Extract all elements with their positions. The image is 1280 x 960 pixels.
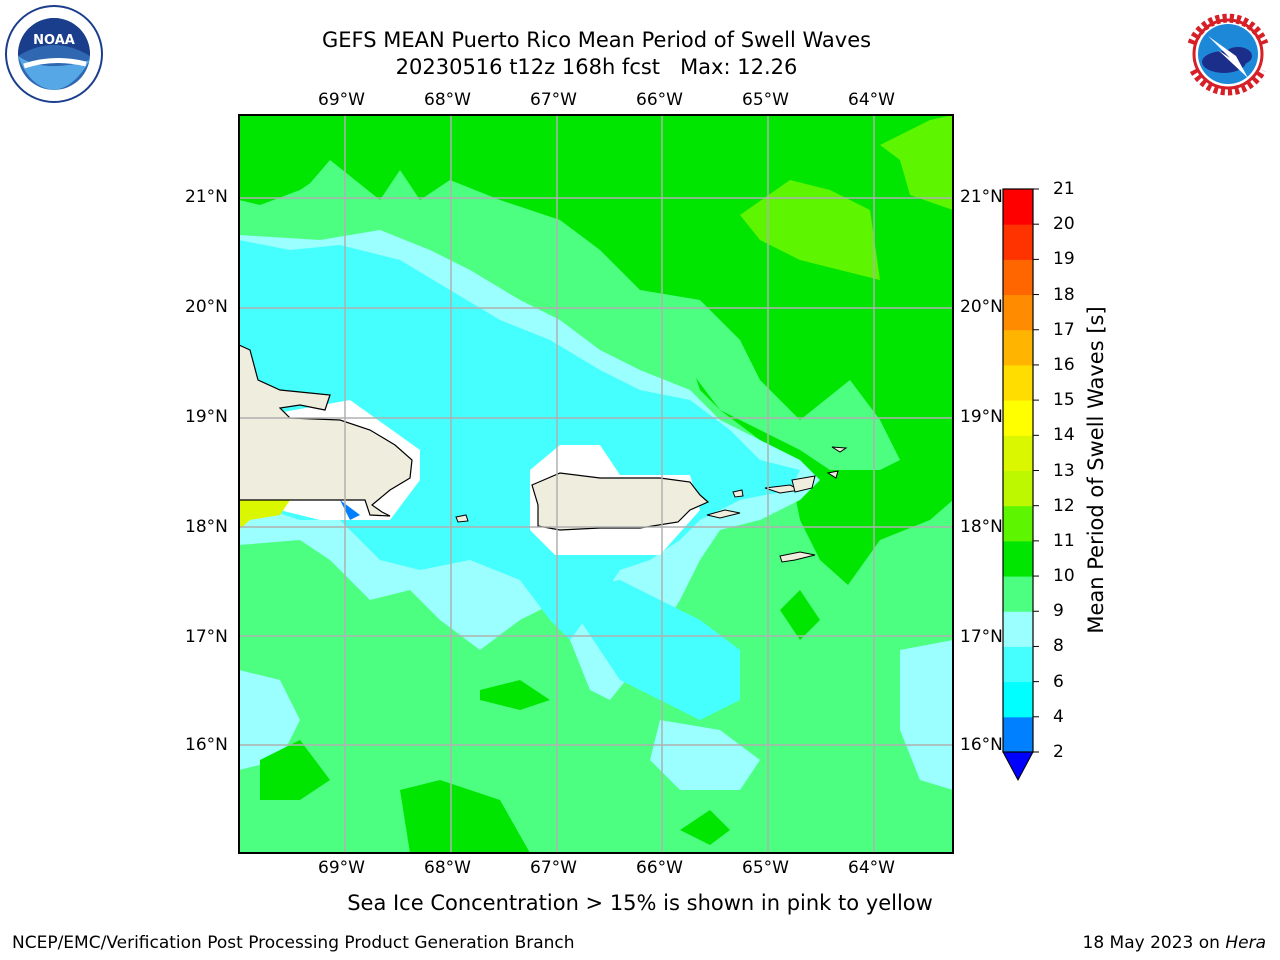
lat-label-left: 17°N [185,627,228,647]
lat-label-left: 20°N [185,297,228,317]
colorbar-segment [1003,294,1033,331]
colorbar-tick-label: 14 [1053,425,1075,446]
producer-credit: NCEP/EMC/Verification Post Processing Pr… [12,933,575,953]
colorbar-segment [1003,540,1033,577]
colorbar-tick-label: 20 [1053,214,1075,235]
colorbar-tick-label: 10 [1053,566,1075,587]
swell-band-10-11-s1 [400,780,530,853]
lon-label-bottom: 65°W [742,858,789,878]
colorbar-segment [1003,716,1033,753]
anegada-island [831,446,848,453]
swell-band-10-11-s2 [260,740,330,800]
colorbar [1002,188,1039,782]
swell-band-8-9-s [650,720,760,790]
virgin-gorda-island [826,470,839,479]
colorbar-segment [1003,505,1033,542]
gridlines [239,115,953,853]
colorbar-tick-label: 8 [1053,636,1064,657]
svg-text:NOAA: NOAA [33,33,75,48]
colorbar-extend-arrow [1002,751,1034,782]
tortola-island [791,475,816,493]
colorbar-segment [1003,400,1033,436]
colorbar-segment [1003,576,1033,612]
swell-band-13-14 [239,500,290,530]
colorbar-segment [1003,189,1033,225]
swell-band-10-11-s4 [780,590,820,640]
map-border [238,114,954,854]
colorbar-tick-label: 18 [1053,284,1075,305]
lon-label-bottom: 64°W [848,858,895,878]
chart-subtitle: 20230516 t12z 168h fcst Max: 12.26 [395,55,798,79]
nws-logo [1180,6,1276,102]
swell-band-10-11-s3 [480,680,550,710]
lat-label-right: 19°N [960,407,1003,427]
host-name: Hera [1225,933,1266,953]
lon-label-top: 64°W [848,90,895,110]
colorbar-tick-label: 19 [1053,249,1075,270]
lon-label-top: 68°W [424,90,471,110]
noaa-logo: NOAA [5,5,103,103]
colorbar-segment [1003,329,1033,366]
colorbar-tick-label: 12 [1053,495,1075,516]
sea-ice-note: Sea Ice Concentration > 15% is shown in … [347,891,933,915]
st-croix-island [779,551,816,563]
lat-label-left: 21°N [185,187,228,207]
colorbar-segment [1003,681,1033,718]
lat-label-right: 16°N [960,735,1003,755]
colorbar-segment [1003,435,1033,471]
swell-band-10-11-s5 [680,810,730,845]
run-date: 18 May 2023 on Hera [1083,932,1267,954]
lon-label-top: 69°W [318,90,365,110]
swell-band-11-12-a [740,180,880,280]
mona-island [455,514,469,523]
lon-label-bottom: 69°W [318,858,365,878]
vieques-island [706,509,741,519]
lon-label-top: 65°W [742,90,789,110]
lat-label-right: 21°N [960,187,1003,207]
lat-label-right: 17°N [960,627,1003,647]
lon-label-bottom: 68°W [424,858,471,878]
colorbar-segment [1003,470,1033,507]
lon-label-bottom: 67°W [530,858,577,878]
lon-label-top: 67°W [530,90,577,110]
colorbar-segment [1003,364,1033,401]
swell-band-8-9-se [900,640,953,790]
colorbar-tick-label: 13 [1053,460,1075,481]
colorbar-tick-label: 6 [1053,671,1064,692]
colorbar-segment [1003,646,1033,683]
lat-label-right: 20°N [960,297,1003,317]
run-date-text: 18 May 2023 on [1082,933,1220,953]
colorbar-tick-label: 9 [1053,601,1064,622]
colorbar-segment [1003,611,1033,647]
colorbar-segment [1003,224,1033,260]
lon-label-bottom: 66°W [636,858,683,878]
colorbar-tick-label: 16 [1053,354,1075,375]
lat-label-left: 18°N [185,517,228,537]
colorbar-tick-label: 21 [1053,179,1075,199]
swell-period-field [239,115,953,853]
lat-label-left: 16°N [185,735,228,755]
swell-band-11-12-b [880,115,953,210]
culebra-island [732,489,744,498]
swell-band-7-8-south [560,580,740,720]
colorbar-tick-label: 17 [1053,319,1075,340]
colorbar-label: Mean Period of Swell Waves [s] [1084,306,1108,634]
lon-label-top: 66°W [636,90,683,110]
hispaniola-land [239,344,413,517]
colorbar-tick-label: 2 [1053,742,1064,762]
colorbar-tick-label: 4 [1053,706,1064,727]
colorbar-segment [1003,259,1033,296]
lat-label-right: 18°N [960,517,1003,537]
colorbar-tick-label: 15 [1053,390,1075,411]
swell-band-9-10-north [239,160,900,470]
colorbar-tick-label: 11 [1053,530,1075,551]
chart-title: GEFS MEAN Puerto Rico Mean Period of Swe… [321,28,872,52]
lat-label-left: 19°N [185,407,228,427]
